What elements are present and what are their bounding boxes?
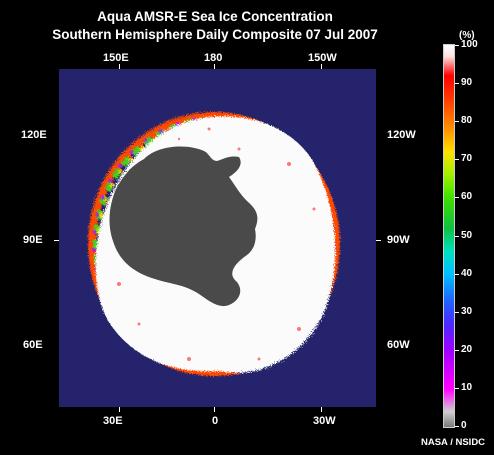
colorbar-tick-label: 80 (461, 115, 473, 126)
colorbar-tick-label: 70 (461, 153, 473, 164)
colorbar-unit: (%) (459, 30, 475, 41)
lon-label-bottom-2: 0 (212, 415, 219, 427)
antarctica-land (109, 146, 258, 307)
colorbar-tick-mark (455, 426, 459, 427)
colorbar-tick-mark (455, 197, 459, 198)
tick-180 (214, 64, 215, 69)
lon-label-top-3: 150W (308, 52, 337, 64)
colorbar-tick-mark (455, 121, 459, 122)
colorbar-tick-label: 40 (461, 268, 473, 279)
map-subtitle: Southern Hemisphere Daily Composite 07 J… (52, 27, 378, 42)
colorbar-tick-label: 100 (461, 39, 478, 50)
lon-label-right-1: 120W (387, 129, 416, 141)
map-title: Aqua AMSR-E Sea Ice Concentration (97, 9, 333, 24)
lon-label-right-3: 60W (387, 339, 410, 351)
colorbar-tick-mark (455, 312, 459, 313)
colorbar-tick-mark (455, 388, 459, 389)
credit-label: NASA / NSIDC (421, 437, 486, 448)
tick-0 (214, 407, 215, 412)
tick-90w (376, 240, 381, 241)
tick-30w (321, 407, 322, 412)
colorbar-tick-mark (455, 274, 459, 275)
lon-label-bottom-3: 30W (313, 415, 336, 427)
colorbar-tick-mark (455, 159, 459, 160)
colorbar-tick-label: 90 (461, 77, 473, 88)
colorbar-tick-mark (455, 45, 459, 46)
tick-90e (54, 240, 59, 241)
lon-label-right-2: 90W (387, 234, 410, 246)
lon-label-left-2: 90E (23, 234, 43, 246)
ice-speckles (117, 127, 316, 361)
sea-ice-map (59, 69, 376, 407)
colorbar-tick-label: 20 (461, 344, 473, 355)
sea-ice-map-graphic (88, 112, 340, 376)
colorbar (443, 44, 455, 428)
colorbar-tick-label: 60 (461, 191, 473, 202)
colorbar-tick-label: 30 (461, 306, 473, 317)
tick-150e (119, 64, 120, 69)
colorbar-tick-label: 0 (461, 420, 467, 431)
lon-label-left-1: 120E (21, 129, 47, 141)
colorbar-tick-mark (455, 83, 459, 84)
lon-label-top-1: 150E (103, 52, 129, 64)
lon-label-left-3: 60E (23, 339, 43, 351)
colorbar-tick-mark (455, 350, 459, 351)
lon-label-bottom-1: 30E (103, 415, 123, 427)
tick-150w (321, 64, 322, 69)
colorbar-tick-mark (455, 236, 459, 237)
colorbar-tick-label: 50 (461, 230, 473, 241)
colorbar-tick-label: 10 (461, 382, 473, 393)
tick-30e (119, 407, 120, 412)
lon-label-top-2: 180 (204, 52, 223, 64)
